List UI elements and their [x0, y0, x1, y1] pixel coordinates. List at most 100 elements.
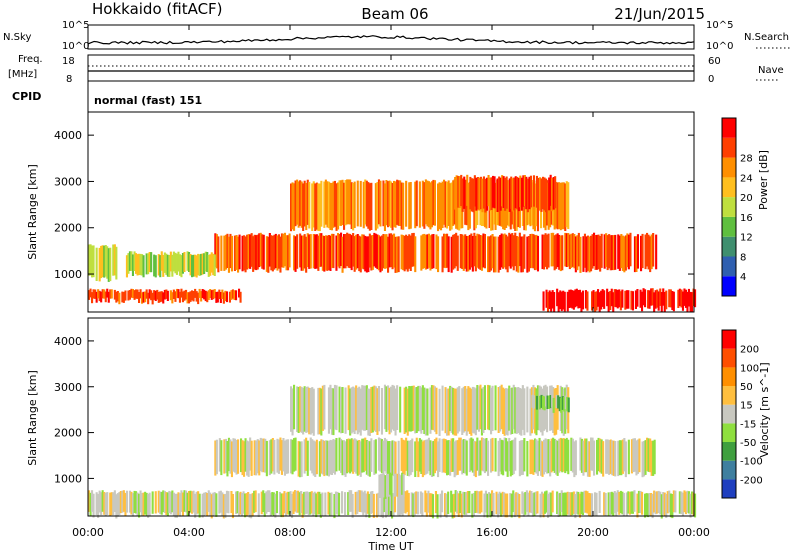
power-cell [210, 290, 213, 300]
power-cell [493, 176, 496, 209]
power-cell [327, 235, 331, 270]
velocity-cell [486, 493, 489, 518]
power-cell [138, 292, 141, 303]
power-cell [197, 292, 200, 305]
power-cell [430, 234, 434, 269]
velocity-cell [353, 438, 356, 472]
noise-left-label: N.Sky [3, 32, 31, 43]
x-tick-label: 04:00 [173, 526, 205, 539]
power-cell [492, 175, 495, 208]
velocity-cell [653, 490, 656, 513]
power-cell [443, 233, 446, 268]
power-cell [287, 235, 290, 271]
velocity-cell [526, 386, 529, 433]
power-cell [656, 289, 659, 308]
velocity-cell [333, 494, 336, 519]
velocity-cell [250, 440, 253, 476]
velocity-cell [103, 492, 106, 515]
power-cell [175, 253, 179, 275]
velocity-cell [365, 440, 368, 475]
power-cell [343, 182, 346, 230]
power-cell [206, 252, 209, 272]
power-cell [554, 176, 557, 209]
velocity-cell [297, 387, 300, 433]
velocity-cell [450, 490, 453, 513]
velocity-cell [593, 440, 596, 476]
velocity-cell [531, 493, 535, 517]
velocity-cell [485, 438, 488, 472]
power-cell [233, 290, 236, 300]
power-cell [250, 233, 253, 267]
power-cell [326, 181, 329, 228]
velocity-cell [112, 492, 115, 516]
velocity-cell [548, 395, 551, 409]
power-cell [352, 183, 355, 231]
power-cell [592, 290, 595, 309]
power-cell [562, 290, 565, 310]
power-cell [437, 236, 440, 273]
velocity-cell [462, 439, 465, 473]
power-cell [559, 182, 562, 231]
velocity-cell [464, 386, 467, 432]
velocity-cell [388, 492, 391, 515]
power-cell [294, 180, 297, 227]
power-cell [110, 289, 113, 299]
velocity-cell [540, 386, 543, 433]
velocity-cell [299, 441, 302, 478]
power-cell [206, 291, 209, 303]
velocity-cell [332, 388, 335, 436]
velocity-cell [572, 491, 575, 514]
power-cell [154, 290, 157, 301]
power-cell [650, 288, 653, 306]
power-colorbar-swatch [722, 177, 736, 198]
power-cell [383, 183, 387, 231]
velocity-cell [358, 440, 361, 475]
noise-right-tick-high: 10^5 [706, 20, 733, 31]
power-cell [470, 178, 473, 212]
power-cell [598, 292, 601, 312]
velocity-cell [239, 491, 242, 515]
velocity-cell [261, 438, 264, 473]
velocity-cell [420, 387, 423, 434]
power-cell [347, 233, 350, 268]
velocity-cell [163, 490, 166, 513]
velocity-cell [291, 439, 294, 475]
velocity-cell [430, 441, 434, 477]
power-cell [329, 235, 332, 271]
velocity-colorbar-frame [721, 329, 737, 499]
velocity-cell [371, 491, 374, 514]
power-cell [559, 235, 562, 272]
power-cell [371, 235, 374, 270]
power-cell [217, 236, 220, 273]
velocity-cell [587, 493, 591, 517]
velocity-cell [367, 440, 370, 476]
power-cell [296, 234, 299, 269]
power-cell [112, 244, 115, 276]
power-cell [160, 291, 163, 302]
velocity-cell [456, 387, 459, 434]
power-cell [569, 289, 572, 308]
velocity-cell [421, 441, 424, 478]
velocity-cell [383, 437, 387, 472]
velocity-cell [343, 440, 346, 476]
velocity-cell [171, 490, 174, 513]
power-cell [522, 175, 525, 207]
power-cell [238, 234, 241, 270]
velocity-cell [308, 387, 311, 435]
velocity-cell [376, 388, 379, 435]
power-cell [566, 291, 569, 312]
power-cell [224, 234, 228, 270]
velocity-cell [598, 490, 601, 513]
velocity-cell [336, 491, 339, 515]
power-cell [502, 176, 505, 208]
velocity-cell [530, 387, 534, 434]
power-cell [135, 253, 138, 274]
power-cell [312, 181, 315, 228]
velocity-cell [255, 440, 258, 476]
velocity-cell [534, 491, 538, 515]
velocity-cell [584, 490, 588, 513]
power-cell [294, 236, 297, 272]
power-cell [122, 291, 125, 303]
power-cell [421, 180, 424, 227]
